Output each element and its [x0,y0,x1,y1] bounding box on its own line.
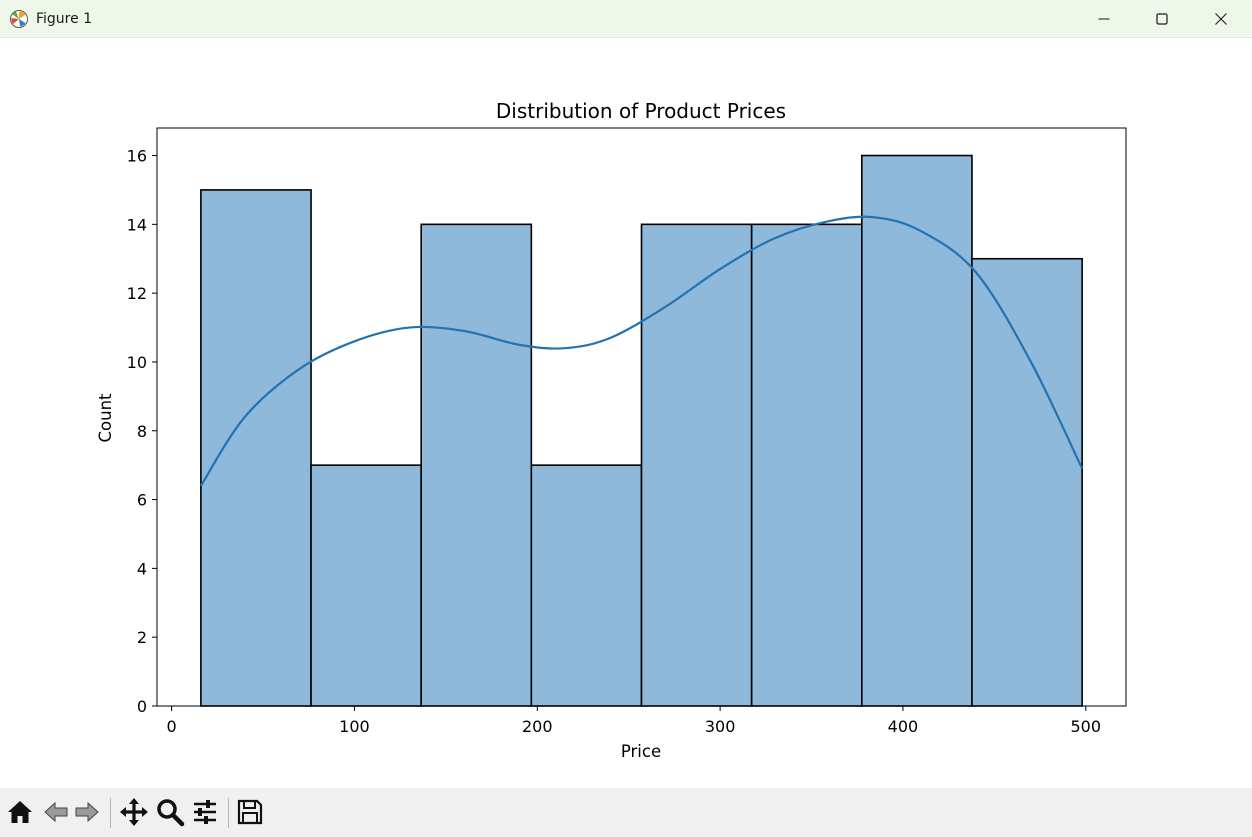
save-disk-icon [237,799,263,825]
minimize-button[interactable] [1075,0,1133,38]
x-tick-label: 100 [339,717,370,736]
pan-move-icon [120,798,148,826]
histogram-bar [200,189,312,707]
x-tick-label: 400 [888,717,919,736]
histogram-bar [861,154,973,707]
histogram-bar [530,464,643,707]
y-tick-label: 4 [137,559,147,578]
navigation-toolbar [0,788,1252,837]
forward-arrow-icon [75,801,99,823]
home-button[interactable] [3,795,37,829]
y-tick-label: 2 [137,628,147,647]
toolbar-separator [228,798,229,828]
histogram-bar [750,223,863,707]
bars-layer [200,154,1083,707]
histogram-bar [310,464,422,707]
pan-button[interactable] [117,795,151,829]
maximize-button[interactable] [1133,0,1191,38]
window-titlebar: Figure 1 [0,0,1252,38]
histogram-bar [420,223,533,707]
y-axis-ticks: 0 2 4 6 8 10 12 14 16 [127,147,157,716]
close-icon [1215,13,1227,25]
y-tick-label: 12 [127,284,147,303]
y-tick-label: 0 [137,697,147,716]
y-tick-label: 14 [127,215,147,234]
maximize-icon [1156,13,1168,25]
kde-curve [199,215,1084,487]
minimize-icon [1098,18,1110,20]
y-tick-label: 8 [137,422,147,441]
y-axis-label: Count [96,393,115,443]
back-button[interactable] [39,795,73,829]
y-tick-label: 10 [127,353,147,372]
histogram-bar [971,257,1083,707]
configure-subplots-icon [194,800,216,824]
chart-title: Distribution of Product Prices [496,99,786,123]
zoom-button[interactable] [153,795,187,829]
home-icon [8,801,32,823]
axes-frame [156,127,1127,707]
back-arrow-icon [44,801,68,823]
zoom-magnifier-icon [157,799,185,827]
histogram-bar [640,223,753,707]
window-title: Figure 1 [36,11,93,27]
x-tick-label: 500 [1071,717,1102,736]
x-tick-label: 200 [522,717,553,736]
configure-subplots-button[interactable] [188,795,222,829]
toolbar-separator [110,798,111,828]
x-axis-ticks: 0 100 200 300 400 500 [167,706,1102,736]
figure-canvas[interactable]: 0 100 200 300 400 500 0 2 4 6 8 10 12 14 16 Distribut… [0,38,1252,788]
matplotlib-logo-icon [10,10,28,28]
x-axis-label: Price [621,742,661,761]
save-button[interactable] [233,795,267,829]
forward-button[interactable] [70,795,104,829]
y-tick-label: 16 [127,147,147,166]
y-tick-label: 6 [137,491,147,510]
x-tick-label: 300 [705,717,736,736]
x-tick-label: 0 [167,717,177,736]
close-button[interactable] [1192,0,1250,38]
histogram-chart: 0 100 200 300 400 500 0 2 4 6 8 10 12 14 16 Distribut… [96,99,1127,761]
